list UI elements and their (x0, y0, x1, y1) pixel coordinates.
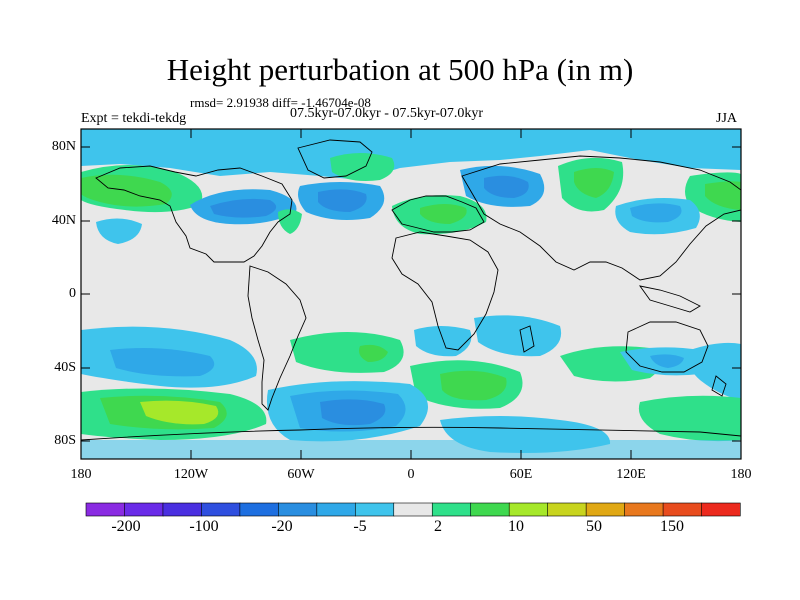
contour-green-europe-core (420, 204, 467, 224)
contour-blue-weddell-core (320, 399, 386, 426)
lat-label-80n: 80N (51, 139, 76, 154)
lat-label-80s: 80S (54, 433, 76, 448)
colorbar (85, 502, 741, 517)
lon-label-120e: 120E (616, 467, 646, 482)
contour-blue-russia-core (484, 175, 529, 198)
colorbar-label-neg100: -100 (189, 518, 219, 535)
lon-ticks (80, 129, 742, 459)
lat-label-0: 0 (69, 286, 76, 301)
contour-lime-antarctic-pacific-core (140, 400, 219, 425)
coast-africa (391, 231, 499, 351)
coast-europe (391, 195, 485, 233)
coast-antarctica (81, 426, 741, 441)
contour-green-ross (638, 395, 741, 442)
contour-cyan-arctic (81, 129, 741, 180)
coast-indonesia (638, 285, 701, 313)
coast-asia (461, 155, 741, 281)
contour-cyan-safrica (414, 326, 472, 357)
colorbar-label-50: 50 (586, 518, 602, 535)
colorbar-swatch (470, 502, 510, 517)
lon-label-120w: 120W (173, 467, 209, 482)
plot-title: Height perturbation at 500 hPa (in m) (166, 52, 634, 87)
contour-green-southern-core (440, 370, 507, 401)
period-label: 07.5kyr-07.0kyr - 07.5kyr-07.0kyr (290, 106, 484, 121)
colorbar-swatch (662, 502, 703, 517)
colorbar-swatch (585, 502, 626, 517)
contour-blue-eastasia-core (630, 203, 682, 223)
contour-green-satlantic (290, 332, 404, 373)
contour-cyan-tasman (688, 342, 741, 400)
colorbar-swatch (547, 502, 587, 517)
colorbar-label-2: 2 (434, 518, 442, 535)
contour-green-satlantic-core (359, 344, 388, 362)
contour-blue-spacific-core (110, 348, 215, 377)
colorbar-swatch (624, 502, 664, 517)
contour-blue-canada-core (210, 198, 277, 218)
contour-cyan-pacific-small (96, 218, 142, 244)
lat-label-40s: 40S (54, 360, 76, 375)
lon-label-60e: 60E (509, 467, 533, 482)
stats-text: rmsd= 2.91938 diff= -1.46704e-08 (190, 95, 371, 110)
colorbar-swatch (85, 502, 126, 517)
contour-green-npacific-east-core (705, 181, 741, 210)
colorbar-label-neg200: -200 (111, 518, 141, 535)
colorbar-swatch (701, 502, 741, 517)
colorbar-swatch (278, 502, 318, 517)
colorbar-label-neg5: -5 (353, 518, 367, 535)
colorbar-swatch (124, 502, 164, 517)
coast-north-america (95, 165, 293, 263)
colorbar-swatch (162, 502, 203, 517)
colorbar-swatch (201, 502, 241, 517)
coast-new-zealand (711, 375, 727, 397)
contour-cyan-indian (474, 315, 562, 357)
lon-label-180e: 180 (730, 467, 752, 482)
colorbar-swatch (393, 502, 433, 517)
colorbar-swatch (239, 502, 279, 517)
coast-australia (625, 321, 709, 373)
lon-label-60w: 60W (287, 467, 315, 482)
colorbar-label-neg20: -20 (271, 518, 293, 535)
coastlines (81, 139, 741, 441)
experiment-label: Expt = tekdi-tekdg (81, 111, 187, 126)
contour-blue-australia-core (650, 354, 684, 368)
coast-greenland (297, 139, 373, 179)
lat-label-40n: 40N (51, 213, 76, 228)
coast-south-america (247, 265, 307, 411)
contour-green-greenland (330, 153, 395, 181)
contour-green-small (278, 209, 302, 234)
colorbar-label-150: 150 (660, 518, 684, 535)
contour-green-siberia-core (574, 168, 614, 198)
lon-label-180w: 180 (70, 467, 92, 482)
season-label: JJA (716, 111, 738, 126)
contour-field (81, 129, 741, 459)
colorbar-swatch (316, 502, 356, 517)
contour-cyan-polar-cap (81, 440, 741, 459)
colorbar-label-10: 10 (508, 518, 524, 535)
lat-ticks (81, 146, 741, 442)
colorbar-swatch (508, 502, 549, 517)
colorbar-swatch (431, 502, 472, 517)
colorbar-swatch (354, 502, 395, 517)
contour-blue-atlantic-core (318, 189, 367, 212)
coast-madagascar (519, 325, 535, 353)
lon-label-0: 0 (407, 467, 415, 482)
